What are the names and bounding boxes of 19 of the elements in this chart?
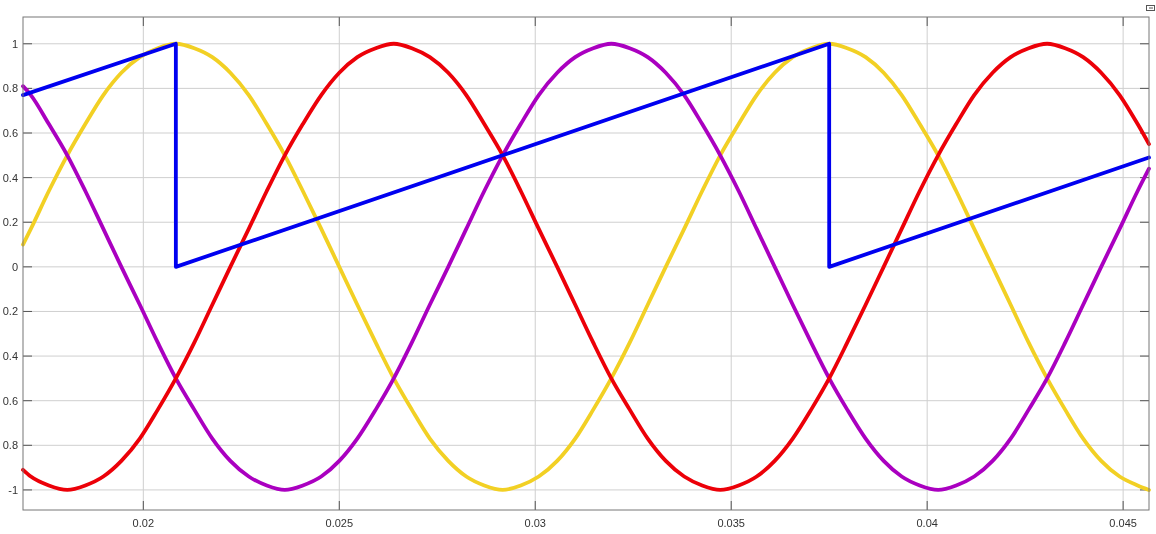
- x-tick-label: 0.04: [916, 517, 938, 529]
- y-tick-label: 0.6: [2, 394, 18, 407]
- line-series: [21, 41, 1151, 492]
- y-tick-label: 0.4: [2, 171, 18, 184]
- y-tick-label: 0: [11, 260, 18, 273]
- x-tick-label: 0.03: [524, 517, 546, 529]
- y-tick-label: 1: [11, 37, 18, 50]
- line-series: [21, 41, 1151, 269]
- y-tick-label: 0.6: [2, 127, 18, 139]
- y-tick-label: -1: [8, 483, 18, 496]
- y-tick-label: 0.4: [2, 350, 18, 363]
- y-tick-label: 0.2: [2, 305, 18, 318]
- y-tick-label: 0.2: [2, 216, 18, 229]
- x-tick-label: 0.035: [717, 517, 745, 529]
- y-tick-label: 0.8: [2, 82, 18, 95]
- y-tick-label: 0.8: [2, 439, 18, 452]
- x-tick-label: 0.02: [132, 517, 155, 529]
- x-tick-label: 0.045: [1109, 517, 1137, 529]
- x-tick-label: 0.025: [325, 517, 354, 529]
